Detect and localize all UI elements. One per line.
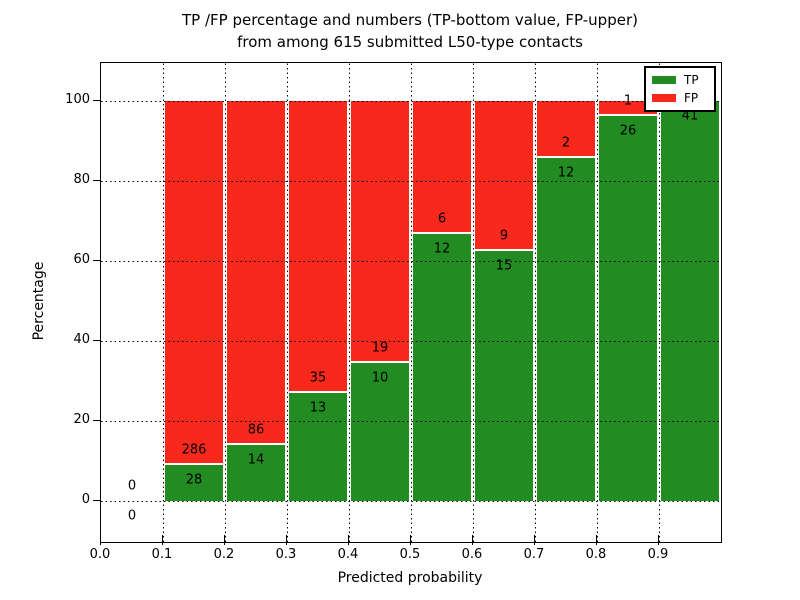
y-tick [93,180,100,181]
x-axis-label: Predicted probability [337,570,483,586]
bar-tp-segment [599,115,657,501]
v-gridline [596,63,598,542]
x-tick [286,535,287,545]
x-tick-label: 0.5 [399,547,421,562]
bar-fp-segment [413,101,471,233]
tp-count-label: 13 [309,400,327,416]
bar-tp-segment [661,101,719,501]
x-tick [658,535,659,545]
x-tick [534,535,535,545]
x-tick [224,535,225,545]
x-tick [410,535,411,545]
bar-divider [537,156,595,159]
fp-count-label: 6 [437,211,447,227]
tp-count-label: 26 [619,123,637,139]
tp-count-label: 10 [371,370,389,386]
y-axis-label: Percentage [31,261,47,341]
fp-swatch-icon [652,93,676,102]
bar-fp-segment [351,101,409,362]
chart-title-line2: from among 615 submitted L50-type contac… [237,33,583,51]
bar-divider [227,443,285,445]
legend-label-tp: TP [684,73,699,88]
y-tick [93,100,100,101]
bar-tp-segment [413,234,471,501]
fp-count-label: 86 [247,422,265,438]
tp-count-label: 14 [247,452,265,468]
plot-area: 0 0 286 28 86 14 35 13 19 10 6 12 9 15 2 12 1 26 41 [100,62,722,543]
x-tick-label: 0.0 [89,547,111,562]
x-tick-label: 0.6 [461,547,483,562]
y-tick-label: 0 [81,492,90,507]
y-tick [93,260,100,261]
x-tick-label: 0.4 [337,547,359,562]
y-tick [93,340,100,341]
tp-count-label: 0 [127,508,137,524]
bar-divider [351,361,409,364]
y-tick-label: 80 [73,172,90,187]
bar-divider [413,232,471,235]
x-tick [472,535,473,545]
x-tick [596,535,597,545]
bar-fp-segment [475,101,533,249]
tp-count-label: 15 [495,258,513,274]
legend-item-fp: FP [652,91,708,105]
x-tick-label: 0.9 [647,547,669,562]
tp-swatch-icon [652,76,676,85]
bar-tp-segment [165,465,223,501]
bar-tp-segment [289,392,347,501]
y-tick-label: 100 [65,92,90,107]
chart-title: TP /FP percentage and numbers (TP-bottom… [100,9,720,53]
bar-tp-segment [227,445,285,501]
legend-item-tp: TP [652,73,708,87]
fp-count-label: 19 [371,340,389,356]
legend: TP FP [644,66,716,112]
x-tick-label: 0.8 [585,547,607,562]
x-tick [100,535,101,545]
bar-tp-segment [537,158,595,501]
tp-count-label: 41 [681,108,699,124]
v-gridline [286,63,288,542]
bar-fp-segment [289,101,347,391]
tp-count-label: 12 [433,241,451,257]
x-tick-label: 0.1 [151,547,173,562]
fp-count-label: 0 [127,478,137,494]
fp-count-label: 286 [181,442,207,458]
v-gridline [658,63,660,542]
bar-divider [475,249,533,251]
bar-tp-segment [475,251,533,501]
fp-count-label: 1 [623,93,633,109]
v-gridline [224,63,226,542]
chart-title-line1: TP /FP percentage and numbers (TP-bottom… [182,11,638,29]
y-tick-label: 40 [73,332,90,347]
tp-count-label: 28 [185,472,203,488]
y-tick [93,420,100,421]
bar-divider [289,390,347,393]
x-tick-label: 0.2 [213,547,235,562]
x-tick-label: 0.3 [275,547,297,562]
fp-count-label: 9 [499,228,509,244]
legend-label-fp: FP [684,90,699,105]
tp-count-label: 12 [557,165,575,181]
bar-divider [165,463,223,466]
v-gridline [472,63,474,542]
y-tick-label: 20 [73,412,90,427]
y-tick-label: 60 [73,252,90,267]
bar-tp-segment [351,363,409,501]
x-tick [162,535,163,545]
v-gridline [162,63,164,542]
bar-fp-segment [599,101,657,114]
bar-divider [599,113,657,116]
y-tick [93,500,100,501]
x-tick-label: 0.7 [523,547,545,562]
v-gridline [348,63,350,542]
fp-count-label: 35 [309,370,327,386]
x-tick [348,535,349,545]
fp-count-label: 2 [561,135,571,151]
bar-fp-segment [165,101,223,464]
bar-fp-segment [227,101,285,443]
bar-fp-segment [537,101,595,157]
v-gridline [410,63,412,542]
v-gridline [534,63,536,542]
